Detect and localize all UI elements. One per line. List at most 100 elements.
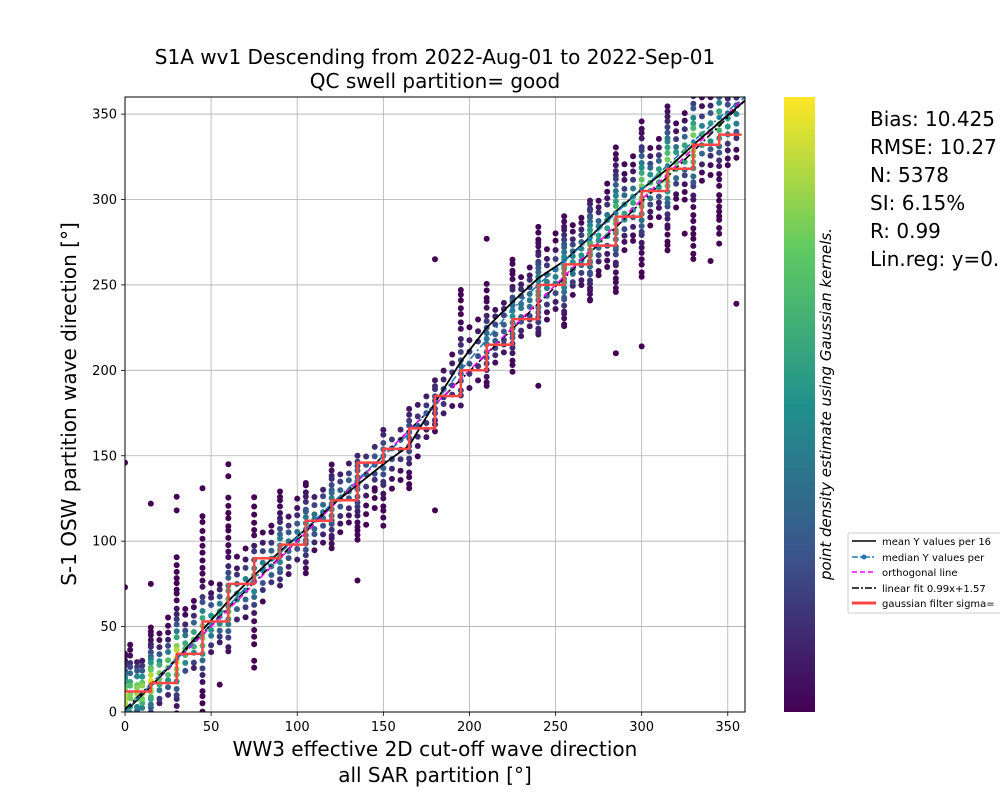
scatter-point (655, 199, 662, 206)
series-lines (125, 97, 745, 712)
scatter-point (277, 510, 283, 517)
scatter-point (147, 694, 154, 701)
scatter-point (320, 522, 327, 529)
scatter-point (595, 252, 602, 259)
scatter-point (707, 162, 714, 169)
scatter-point (208, 601, 215, 608)
scatter-point (216, 593, 223, 600)
scatter-point (354, 523, 361, 530)
scatter-point (604, 263, 611, 270)
scatter-point (199, 672, 206, 679)
scatter-point (125, 679, 128, 686)
scatter-point (414, 453, 421, 460)
scatter-point (294, 495, 301, 502)
scatter-point (190, 659, 197, 666)
scatter-point (647, 222, 654, 229)
scatter-point (147, 671, 154, 678)
series-line-gaussian-filter-sigma (125, 133, 742, 693)
scatter-point (345, 470, 352, 477)
scatter-point (561, 308, 568, 315)
scatter-point (208, 579, 215, 586)
scatter-point (604, 195, 611, 202)
scatter-point (259, 580, 266, 587)
legend-label-median: median Y values per (882, 553, 985, 564)
scatter-point (612, 251, 619, 258)
scatter-point (612, 156, 619, 163)
scatter-point (638, 169, 645, 176)
scatter-point (647, 214, 654, 221)
scatter-point (707, 102, 714, 109)
scatter-point (595, 204, 602, 211)
scatter-point (543, 285, 550, 292)
scatter-point (724, 101, 731, 108)
y-axis-label: S-1 OSW partition wave direction [°] (57, 222, 81, 586)
series-point-median-y-values-per (125, 709, 128, 712)
scatter-point (173, 703, 180, 710)
scatter-point (216, 681, 223, 688)
scatter-point (638, 239, 645, 246)
scatter-point (535, 382, 542, 389)
scatter-point (294, 504, 301, 511)
scatter-point (208, 612, 215, 619)
scatter-point (156, 637, 163, 644)
scatter-point (173, 710, 180, 712)
scatter-point (388, 475, 395, 482)
scatter-point (432, 428, 438, 435)
scatter-point (320, 501, 327, 508)
chart-title: S1A wv1 Descending from 2022-Aug-01 to 2… (155, 45, 715, 93)
scatter-point (716, 192, 723, 199)
scatter-point (664, 144, 671, 151)
scatter-point (552, 230, 559, 237)
scatter-point (268, 539, 275, 546)
y-tick-label: 100 (92, 535, 117, 550)
scatter-point (277, 531, 283, 538)
scatter-point (621, 161, 628, 168)
scatter-point (406, 405, 413, 412)
scatter-point (681, 110, 688, 117)
scatter-point (500, 328, 507, 335)
scatter-point (380, 465, 387, 472)
scatter-point (173, 597, 180, 604)
scatter-point (664, 118, 671, 125)
scatter-point (199, 542, 206, 549)
scatter-point (302, 570, 309, 577)
scatter-point (380, 490, 387, 497)
scatter-point (251, 641, 258, 648)
scatter-point (165, 636, 172, 643)
scatter-point (733, 154, 740, 161)
scatter-point (457, 311, 464, 318)
scatter-point (406, 417, 413, 424)
scatter-point (294, 528, 301, 535)
scatter-point (147, 701, 154, 708)
scatter-point (397, 467, 404, 474)
scatter-point (449, 403, 456, 410)
scatter-point (139, 667, 146, 674)
scatter-point (526, 297, 533, 304)
scatter-point (225, 527, 232, 534)
scatter-point (569, 291, 576, 298)
scatter-point (724, 155, 731, 162)
scatter-point (457, 319, 464, 326)
scatter-point (216, 586, 223, 593)
scatter-point (509, 362, 516, 369)
scatter-point (173, 686, 180, 693)
scatter-point (638, 129, 645, 136)
scatter-point (638, 343, 645, 350)
scatter-point (371, 485, 378, 492)
scatter-point (173, 616, 180, 623)
scatter-point (569, 236, 576, 243)
scatter-point (716, 121, 723, 128)
scatter-point (457, 348, 464, 355)
scatter-point (716, 230, 723, 237)
scatter-point (251, 532, 258, 539)
legend: mean Y values per 16 median Y values per… (847, 532, 1000, 614)
scatter-point (216, 600, 223, 607)
scatter-point (199, 594, 206, 601)
scatter-point (371, 443, 378, 450)
scatter-point (638, 160, 645, 167)
scatter-point (423, 402, 430, 409)
scatter-point (173, 493, 180, 500)
y-axis-ticks: 0 50 100 150 200 250 300 350 (92, 108, 125, 721)
stats-linreg: Lin.reg: y=0. (870, 247, 999, 271)
scatter-point (587, 269, 593, 276)
